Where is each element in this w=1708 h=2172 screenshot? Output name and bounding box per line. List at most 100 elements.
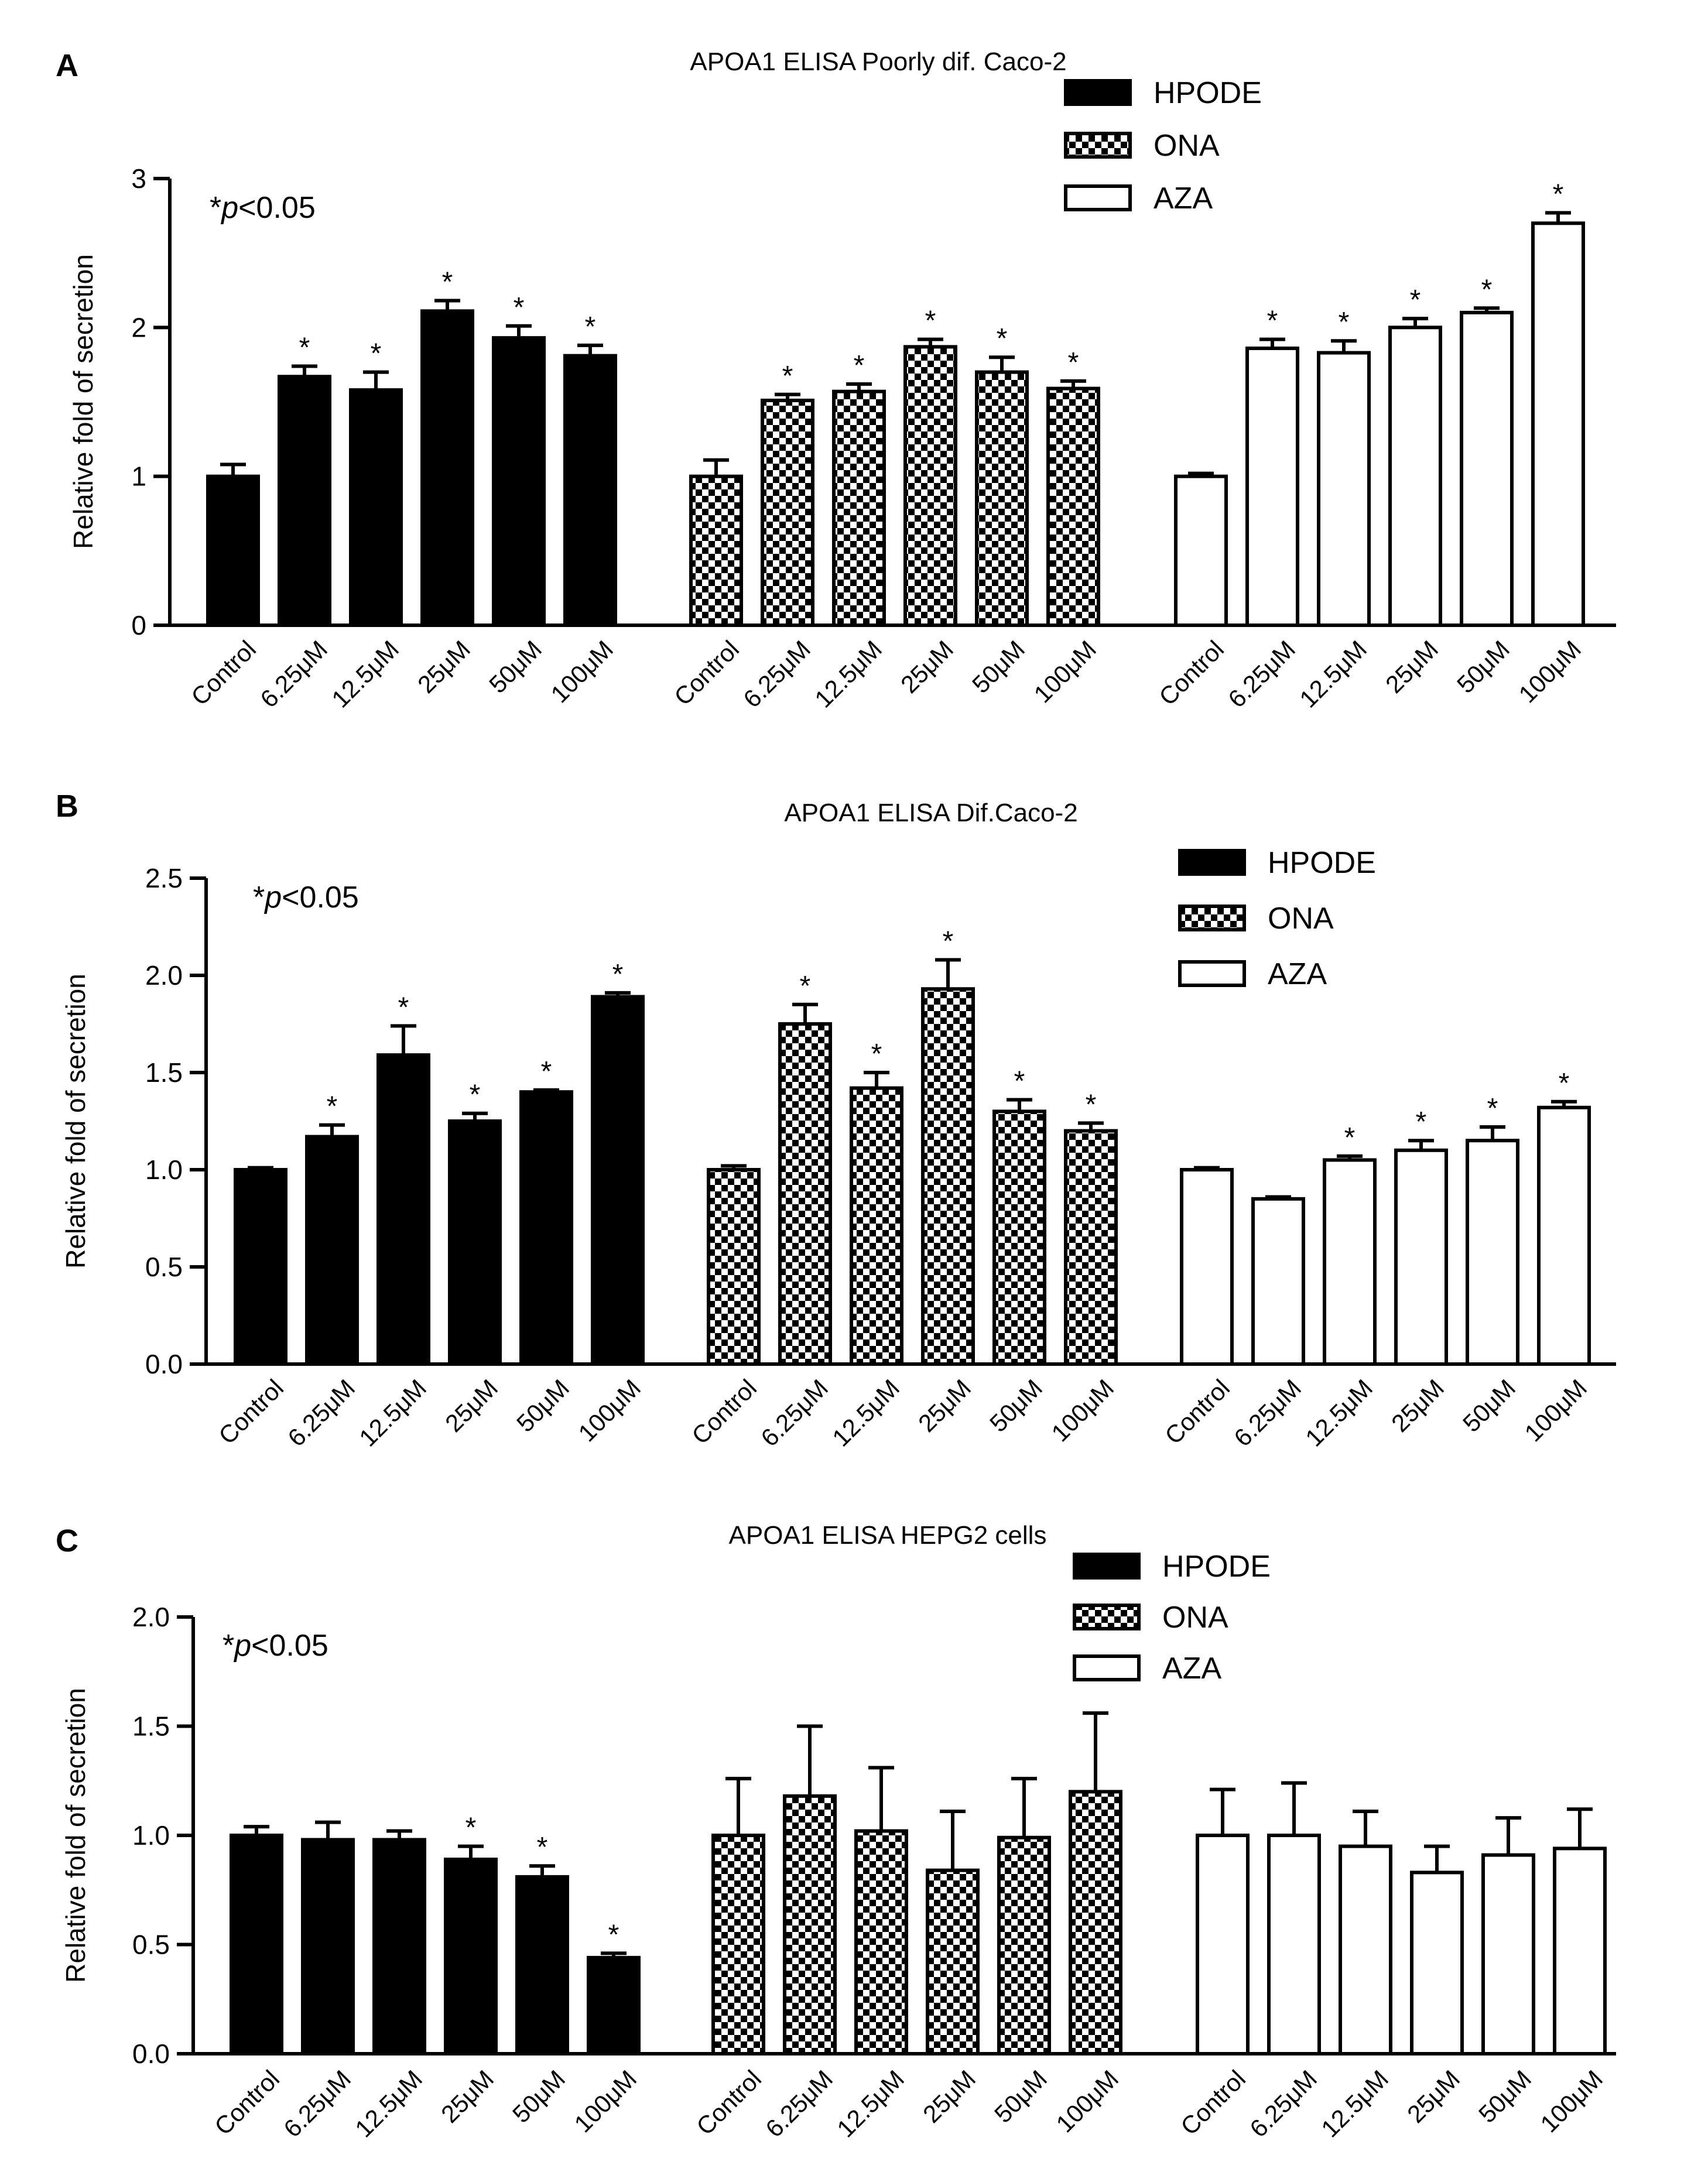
significance-star: * <box>1416 1106 1427 1138</box>
x-tick-label: 12.5μM <box>1316 2065 1394 2143</box>
x-tick-label: 100μM <box>573 1374 646 1447</box>
significance-star: * <box>1410 285 1421 316</box>
x-tick-label: 50μM <box>967 635 1030 698</box>
chart-title: APOA1 ELISA HEPG2 cells <box>729 1521 1047 1550</box>
x-tick-label: 25μM <box>913 1374 976 1437</box>
bar <box>711 1834 765 2055</box>
bar <box>832 389 886 627</box>
significance-star: * <box>1086 1089 1097 1120</box>
bar <box>850 1086 903 1366</box>
bar <box>707 1168 761 1366</box>
legend-label: AZA <box>1268 957 1327 991</box>
sig-suffix: <0.05 <box>251 1629 328 1663</box>
bar <box>1388 326 1442 627</box>
significance-star: * <box>854 350 865 381</box>
chart-title: APOA1 ELISA Dif.Caco-2 <box>784 799 1077 827</box>
x-tick-label: 100μM <box>1519 1374 1592 1447</box>
panel-label: B <box>56 789 78 824</box>
sig-prefix: * <box>223 1629 234 1663</box>
x-tick-label: Control <box>186 635 261 711</box>
x-tick-label: Control <box>669 635 744 711</box>
bar <box>234 1168 287 1366</box>
legend-label: HPODE <box>1154 76 1262 110</box>
significance-star: * <box>299 332 310 363</box>
bar <box>1553 1846 1607 2055</box>
x-tick-label: Control <box>1175 2065 1251 2140</box>
significance-star: * <box>871 1039 882 1070</box>
bar <box>305 1135 359 1366</box>
legend-swatch <box>1064 184 1132 211</box>
x-tick-label: 12.5μM <box>809 635 887 713</box>
panel-c: C APOA1 ELISA HEPG2 cells 0.0 0.5 1.0 1.5 2.0 R… <box>56 1521 1616 2143</box>
x-tick-label: 50μM <box>1457 1374 1521 1437</box>
y-tick-label: 0.0 <box>145 1349 183 1379</box>
significance-star: * <box>541 1056 552 1087</box>
bar <box>778 1022 832 1366</box>
y-tick-label: 0 <box>131 610 146 640</box>
legend-swatch <box>1178 849 1246 876</box>
significance-star: * <box>1339 307 1350 338</box>
panel-b: B APOA1 ELISA Dif.Caco-2 0.0 0.5 1.0 1.5 2.0 2.… <box>56 789 1616 1452</box>
sig-prefix: * <box>210 191 221 225</box>
bar <box>1069 1790 1122 2055</box>
bar <box>1339 1844 1392 2055</box>
x-tick-label: 50μM <box>1473 2065 1536 2128</box>
panels: A APOA1 ELISA Poorly dif. Caco-2 0 1 2 3 Relat… <box>56 47 1616 2143</box>
significance-star: * <box>782 361 793 392</box>
bar <box>492 336 546 627</box>
x-tick-label: 50μM <box>507 2065 570 2128</box>
y-tick-label: 1.5 <box>145 1057 183 1088</box>
bar <box>1460 310 1514 627</box>
x-tick-label: 6.25μM <box>738 635 816 713</box>
y-tick-label: 2.5 <box>145 863 183 893</box>
y-tick-label: 0.5 <box>145 1252 183 1282</box>
significance-star: * <box>371 338 382 369</box>
x-tick-label: 25μM <box>1380 635 1443 698</box>
sig-prefix: * <box>253 881 265 914</box>
bar <box>376 1053 430 1366</box>
panel-label: A <box>56 48 78 83</box>
x-tick-label: 25μM <box>895 635 959 698</box>
significance-star: * <box>943 926 954 957</box>
bar <box>1531 221 1585 627</box>
bar <box>783 1794 837 2056</box>
panel-label: C <box>56 1523 78 1558</box>
significance-star: * <box>465 1813 477 1844</box>
legend-swatch <box>1073 1604 1141 1630</box>
bar <box>372 1838 426 2055</box>
legend-label: HPODE <box>1268 846 1376 880</box>
bar <box>519 1090 573 1366</box>
bar <box>1481 1853 1535 2056</box>
legend-swatch <box>1178 960 1246 987</box>
bar <box>926 1868 980 2055</box>
x-tick-label: 6.25μM <box>760 2065 838 2143</box>
bar <box>1245 346 1299 627</box>
bar <box>1180 1168 1234 1366</box>
bar <box>349 388 403 627</box>
significance-note: *p<0.05 <box>210 191 316 225</box>
legend-label: AZA <box>1162 1652 1221 1685</box>
bar <box>301 1838 355 2055</box>
legend-swatch <box>1178 905 1246 931</box>
x-tick-label: 6.25μM <box>1228 1374 1306 1452</box>
y-tick-label: 1.0 <box>132 1820 170 1851</box>
bar <box>587 1955 641 2055</box>
bar <box>975 370 1029 628</box>
bar <box>448 1119 502 1366</box>
y-tick-label: 1.0 <box>145 1154 183 1185</box>
legend-label: ONA <box>1154 129 1220 163</box>
legend-label: AZA <box>1154 181 1213 215</box>
bar <box>689 474 743 628</box>
x-tick-label: 50μM <box>984 1374 1048 1437</box>
significance-star: * <box>800 971 811 1002</box>
y-axis-label: Relative fold of secretion <box>60 1688 91 1983</box>
x-tick-label: 25μM <box>412 635 475 698</box>
x-tick-label: 50μM <box>511 1374 574 1437</box>
bar <box>1196 1834 1250 2055</box>
x-tick-label: Control <box>686 1374 762 1450</box>
sig-italic: p <box>263 881 282 914</box>
sig-suffix: <0.05 <box>282 881 359 914</box>
panel-a: A APOA1 ELISA Poorly dif. Caco-2 0 1 2 3 Relat… <box>56 47 1616 713</box>
significance-star: * <box>1014 1066 1025 1097</box>
significance-star: * <box>997 323 1008 354</box>
